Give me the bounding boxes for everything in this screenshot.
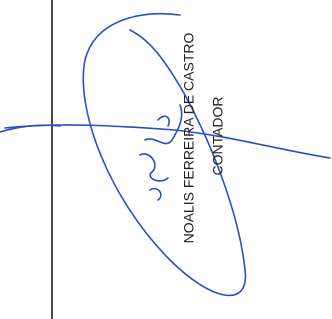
paper	[0, 0, 332, 319]
signer-role: CONTADOR	[210, 96, 226, 175]
signer-name: NOALIS FERREIRA DE CASTRO	[181, 32, 197, 243]
scanned-page: NOALIS FERREIRA DE CASTRO CONTADOR	[0, 0, 332, 319]
